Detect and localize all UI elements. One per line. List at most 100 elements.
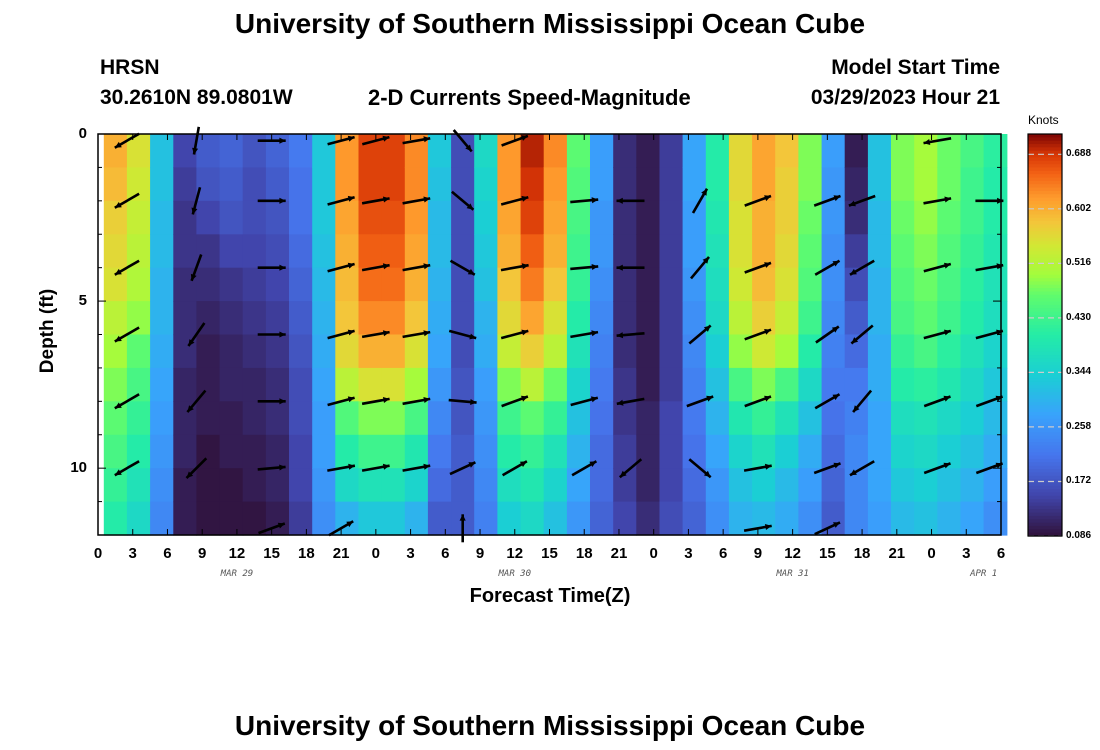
colorbar-swatch xyxy=(1028,241,1062,246)
current-vector xyxy=(814,521,841,536)
heatmap-cell xyxy=(728,367,753,402)
colorbar-swatch xyxy=(1028,381,1062,386)
colorbar-swatch xyxy=(1028,361,1062,366)
colorbar-swatch xyxy=(1028,365,1062,370)
heatmap-cell xyxy=(937,334,962,369)
heatmap-cell xyxy=(265,434,290,469)
heatmap-cell xyxy=(497,200,522,235)
heatmap-cell xyxy=(937,301,962,336)
heatmap-cell xyxy=(891,401,915,436)
heatmap-cell xyxy=(381,301,406,336)
heatmap-cell xyxy=(265,167,290,202)
heatmap-cell xyxy=(983,501,1008,536)
colorbar-swatch xyxy=(1028,358,1062,363)
colorbar-swatch xyxy=(1028,261,1062,266)
heatmap-cell xyxy=(867,301,892,336)
heatmap-cell xyxy=(427,501,452,536)
heatmap-cell xyxy=(937,401,962,436)
current-vector xyxy=(402,136,431,145)
colorbar-swatch xyxy=(1028,519,1062,524)
heatmap-cell xyxy=(242,167,267,202)
heatmap-cell xyxy=(891,367,915,402)
heatmap-cell xyxy=(891,267,915,302)
x-axis-label: Forecast Time(Z) xyxy=(469,585,631,607)
heatmap-cell xyxy=(937,200,962,235)
colorbar-swatch xyxy=(1028,177,1062,182)
current-vector xyxy=(813,462,841,475)
heatmap-cell xyxy=(474,200,498,235)
heatmap-cell xyxy=(867,367,892,402)
heatmap-cell xyxy=(242,401,267,436)
colorbar-swatch xyxy=(1028,247,1062,252)
heatmap-cell xyxy=(520,167,545,202)
heatmap-cell xyxy=(173,134,198,168)
heatmap-cell xyxy=(566,468,591,503)
colorbar-swatch xyxy=(1028,368,1062,373)
x-tick-label: 9 xyxy=(475,545,485,562)
current-vector xyxy=(448,398,477,405)
colorbar-swatch xyxy=(1028,204,1062,209)
heatmap-cell xyxy=(983,200,1008,235)
heatmap-cell xyxy=(289,367,313,402)
heatmap-cell xyxy=(752,200,776,235)
colorbar-swatch xyxy=(1028,455,1062,460)
heatmap-cell xyxy=(566,434,591,469)
heatmap-cell xyxy=(543,200,568,235)
heatmap-cell xyxy=(682,434,707,469)
colorbar-swatch xyxy=(1028,425,1062,430)
current-vector xyxy=(114,132,140,149)
colorbar-swatch xyxy=(1028,499,1062,504)
heatmap-cell xyxy=(196,334,221,369)
heatmap-cell xyxy=(289,334,313,369)
heatmap-cell xyxy=(613,167,637,202)
colorbar-swatch xyxy=(1028,271,1062,276)
heatmap-cell xyxy=(219,468,244,503)
heatmap-cell xyxy=(798,200,823,235)
current-vector xyxy=(814,393,841,410)
colorbar-swatch xyxy=(1028,311,1062,316)
colorbar-swatch xyxy=(1028,308,1062,313)
x-tick-label: 3 xyxy=(128,545,137,562)
heatmap-cell xyxy=(983,234,1008,269)
heatmap-cell xyxy=(914,468,938,503)
heatmap-cell xyxy=(358,434,383,469)
heatmap-cell xyxy=(914,234,938,269)
current-vector xyxy=(616,197,645,204)
heatmap-cell xyxy=(103,301,128,336)
current-vector xyxy=(190,254,203,282)
heatmap-cell xyxy=(335,401,360,436)
heatmap-cell xyxy=(983,468,1008,503)
heatmap-cell xyxy=(404,401,429,436)
colorbar-swatch xyxy=(1028,294,1062,299)
y-tick-label: 5 xyxy=(78,292,87,310)
heatmap-cell xyxy=(821,434,846,469)
current-vector xyxy=(258,522,286,535)
colorbar-swatch xyxy=(1028,402,1062,406)
heatmap-cell xyxy=(358,367,383,402)
heatmap-cell xyxy=(636,301,661,336)
current-vector xyxy=(690,256,710,280)
colorbar-swatch xyxy=(1028,224,1062,229)
heatmap-cell xyxy=(728,200,753,235)
heatmap-cell xyxy=(335,267,360,302)
heatmap-cell xyxy=(219,134,244,168)
heatmap-cell xyxy=(983,301,1008,336)
heatmap-cell xyxy=(173,200,198,235)
heatmap-cell xyxy=(196,468,221,503)
heatmap-cell xyxy=(520,301,545,336)
heatmap-cell xyxy=(844,134,869,168)
colorbar-swatch xyxy=(1028,435,1062,440)
heatmap-cell xyxy=(566,200,591,235)
heatmap-cell xyxy=(590,401,614,436)
heatmap-cell xyxy=(381,167,406,202)
heatmap-cell xyxy=(312,401,336,436)
heatmap-cell xyxy=(844,200,869,235)
heatmap-cell xyxy=(543,267,568,302)
page-title: University of Southern Mississippi Ocean… xyxy=(234,8,866,39)
x-tick-label: 15 xyxy=(819,545,836,562)
current-vector xyxy=(616,397,645,406)
heatmap-cell xyxy=(705,301,730,336)
heatmap-cell xyxy=(358,468,383,503)
heatmap-cell xyxy=(844,334,869,369)
current-vector xyxy=(571,460,598,477)
